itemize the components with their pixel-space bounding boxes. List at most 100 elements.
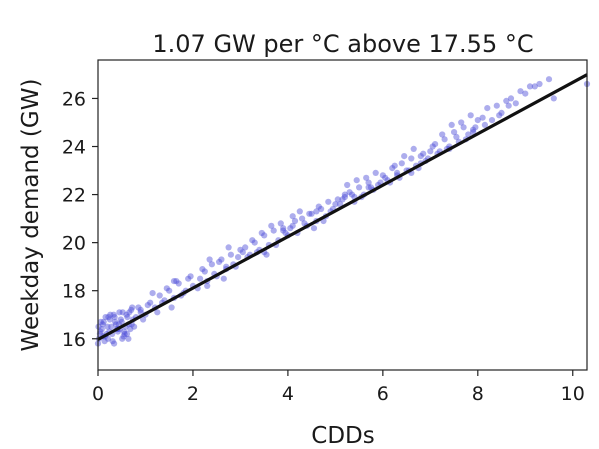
x-axis-label: CDDs — [311, 423, 374, 449]
data-point — [420, 150, 427, 157]
data-point — [417, 153, 424, 160]
data-point — [341, 193, 348, 201]
data-point — [313, 208, 320, 215]
data-point — [97, 328, 104, 335]
data-point — [363, 174, 370, 181]
data-point — [334, 196, 341, 203]
x-tick-label: 0 — [92, 383, 104, 405]
data-point — [106, 316, 113, 323]
data-point — [124, 314, 131, 321]
data-point — [137, 306, 144, 313]
data-point — [112, 321, 120, 328]
data-point — [550, 95, 557, 102]
data-point — [129, 304, 136, 311]
data-point — [98, 326, 105, 333]
data-point — [111, 314, 118, 321]
data-point — [536, 80, 543, 88]
data-point — [121, 330, 128, 338]
data-point — [123, 311, 130, 318]
data-point — [225, 244, 232, 251]
data-point — [173, 278, 180, 285]
data-point — [365, 179, 372, 186]
data-point — [251, 239, 258, 246]
x-tick-label: 8 — [472, 383, 484, 405]
data-point — [439, 131, 446, 138]
data-point — [465, 131, 472, 138]
data-point — [306, 210, 313, 217]
data-point — [441, 136, 448, 143]
data-point — [460, 124, 467, 131]
data-point — [218, 256, 225, 263]
data-point — [291, 217, 299, 225]
chart-title: 1.07 GW per °C above 17.55 °C — [152, 30, 533, 58]
data-point — [545, 76, 553, 83]
data-point — [315, 203, 322, 210]
data-point — [112, 318, 119, 325]
data-point — [365, 184, 372, 191]
data-point — [318, 205, 325, 213]
data-point — [310, 225, 318, 232]
data-point — [125, 335, 132, 342]
data-point — [206, 256, 213, 263]
data-point — [126, 309, 133, 316]
data-point — [156, 292, 163, 299]
data-point — [408, 155, 415, 162]
data-point — [263, 251, 270, 258]
data-point — [296, 208, 303, 215]
y-tick-label: 24 — [62, 137, 86, 159]
data-point — [496, 112, 503, 119]
y-tick-label: 16 — [62, 329, 86, 351]
data-point — [170, 278, 178, 285]
data-point — [249, 237, 256, 244]
data-point — [289, 213, 296, 220]
data-point — [367, 184, 375, 191]
y-tick-label: 26 — [62, 88, 86, 110]
y-tick-label: 18 — [62, 281, 86, 303]
data-point — [448, 121, 455, 128]
data-point — [432, 141, 439, 148]
data-point — [154, 309, 161, 316]
data-point — [332, 201, 339, 208]
data-point — [97, 318, 104, 325]
data-point — [166, 287, 173, 294]
data-point — [451, 129, 458, 136]
data-point — [239, 249, 246, 256]
data-point — [472, 124, 479, 131]
data-point — [144, 302, 151, 309]
x-tick-label: 2 — [187, 383, 199, 405]
data-point — [110, 311, 117, 318]
data-point — [346, 189, 353, 196]
data-point — [474, 117, 481, 124]
y-axis-label: Weekday demand (GW) — [18, 79, 44, 352]
data-points — [94, 76, 591, 347]
data-point — [526, 83, 534, 90]
data-point — [120, 333, 127, 340]
data-point — [235, 254, 242, 261]
data-point — [341, 191, 348, 198]
data-point — [109, 338, 116, 345]
data-point — [168, 304, 175, 311]
data-point — [353, 177, 360, 184]
data-point — [453, 133, 460, 140]
data-point — [507, 95, 515, 102]
data-point — [187, 273, 194, 280]
data-point — [99, 321, 106, 328]
x-tick-label: 4 — [282, 383, 294, 405]
data-point — [227, 251, 234, 258]
data-point — [101, 338, 108, 345]
data-point — [127, 326, 134, 333]
data-point — [119, 335, 126, 342]
data-point — [301, 220, 308, 227]
data-point — [220, 275, 227, 282]
data-point — [242, 244, 249, 251]
data-point — [289, 222, 296, 229]
data-point — [493, 102, 500, 109]
data-point — [356, 184, 363, 191]
data-point — [147, 299, 154, 306]
data-point — [163, 285, 170, 292]
data-point — [149, 290, 156, 297]
data-point — [470, 129, 477, 136]
data-point — [204, 282, 211, 289]
data-point — [503, 97, 510, 104]
